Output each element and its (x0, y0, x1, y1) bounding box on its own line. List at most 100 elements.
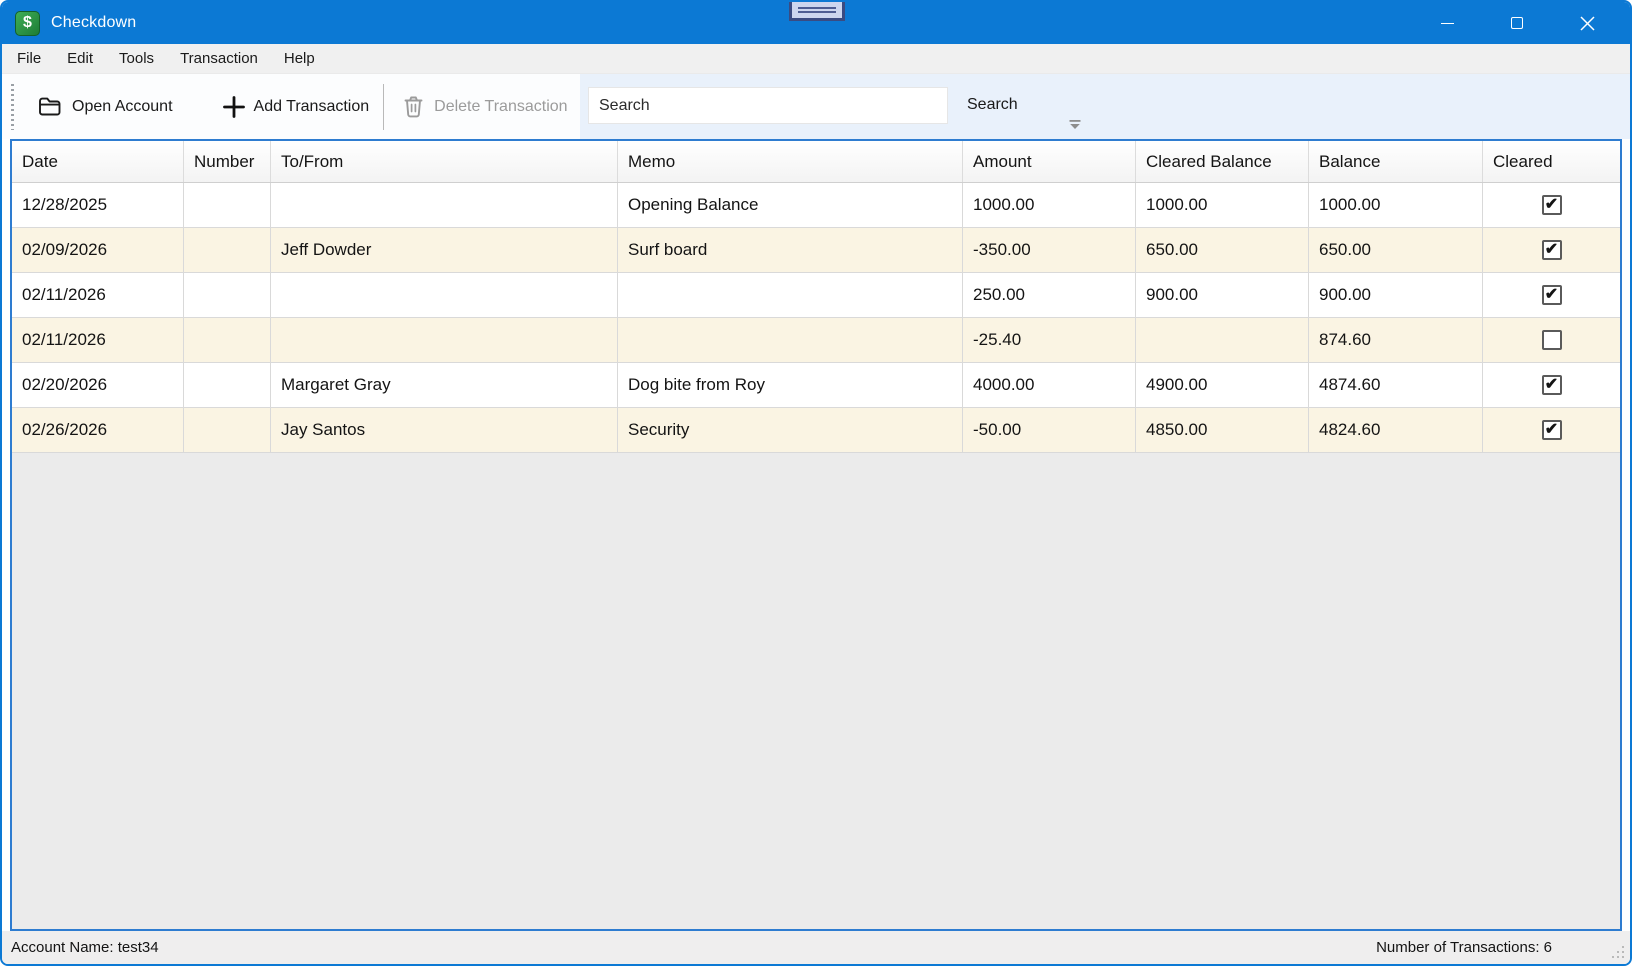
close-button[interactable] (1552, 2, 1622, 44)
menu-item-file[interactable]: File (17, 49, 42, 67)
menu-item-help[interactable]: Help (283, 49, 315, 67)
delete-transaction-button[interactable]: Delete Transaction (390, 83, 579, 131)
transaction-row[interactable]: 02/26/2026 Jay Santos Security -50.00 4850.0… (12, 408, 1620, 453)
cleared-checkbox-checked[interactable]: ✔ (1541, 375, 1562, 395)
cleared-checkbox-checked[interactable]: ✔ (1541, 420, 1562, 440)
cell-amount[interactable]: -350.00 (963, 228, 1136, 273)
toolstrip: Open Account Add Transaction Delete Tran… (2, 74, 580, 139)
transactions-grid: Date Number To/From Memo Amount Cleared Balan… (10, 139, 1622, 931)
open-account-button[interactable]: Open Account (26, 83, 185, 131)
grid-header-row: Date Number To/From Memo Amount Cleared Balan… (12, 141, 1620, 183)
cell-cleared-balance[interactable]: 4900.00 (1136, 363, 1309, 408)
column-header-to-from[interactable]: To/From (271, 141, 618, 182)
cell-number[interactable] (184, 408, 271, 453)
open-folder-icon (39, 97, 61, 116)
toolbar-separator (383, 83, 385, 130)
column-header-number[interactable]: Number (184, 141, 271, 182)
transaction-row[interactable]: 02/11/2026 250.00 900.00 900.00 ✔ (12, 273, 1620, 318)
chevron-down-icon (1069, 120, 1081, 129)
cell-cleared: ✔ (1483, 273, 1620, 318)
column-header-cleared[interactable]: Cleared (1493, 151, 1553, 171)
cell-date[interactable]: 12/28/2025 (12, 183, 184, 228)
cell-balance[interactable]: 650.00 (1309, 228, 1483, 273)
cell-to-from[interactable]: Jay Santos (271, 408, 618, 453)
menu-item-tools[interactable]: Tools (119, 49, 155, 67)
account-name-status: Account Name: test34 (11, 939, 159, 956)
cell-cleared-balance[interactable] (1136, 318, 1309, 363)
cell-amount[interactable]: -25.40 (963, 318, 1136, 363)
cell-memo[interactable]: Opening Balance (618, 183, 963, 228)
maximize-icon (1511, 17, 1523, 29)
close-icon (1579, 15, 1595, 31)
column-header-date[interactable]: Date (12, 141, 184, 182)
column-header-memo[interactable]: Memo (618, 141, 963, 182)
window-controls (1412, 2, 1622, 44)
window-title: Checkdown (51, 14, 137, 31)
cell-cleared: ✔ (1483, 228, 1620, 273)
search-button[interactable]: Search (967, 96, 1018, 113)
cell-cleared-balance[interactable]: 650.00 (1136, 228, 1309, 273)
column-header-cleared-balance[interactable]: Cleared Balance (1136, 141, 1309, 182)
cell-amount[interactable]: 250.00 (963, 273, 1136, 318)
search-input[interactable] (588, 87, 948, 124)
toolbar: Open Account Add Transaction Delete Tran… (2, 74, 1630, 139)
add-transaction-button[interactable]: Add Transaction (211, 83, 382, 131)
resize-grip[interactable] (1612, 946, 1626, 960)
maximize-button[interactable] (1482, 2, 1552, 44)
cell-number[interactable] (184, 273, 271, 318)
snap-layout-indicator (789, 2, 845, 21)
cleared-checkbox-checked[interactable]: ✔ (1541, 240, 1562, 260)
cell-date[interactable]: 02/20/2026 (12, 363, 184, 408)
transaction-row[interactable]: 02/09/2026 Jeff Dowder Surf board -350.00 65… (12, 228, 1620, 273)
cell-balance[interactable]: 874.60 (1309, 318, 1483, 363)
menu-item-edit[interactable]: Edit (67, 49, 94, 67)
cell-number[interactable] (184, 318, 271, 363)
title-bar[interactable]: $ Checkdown (2, 2, 1630, 44)
cell-to-from[interactable] (271, 273, 618, 318)
cell-number[interactable] (184, 183, 271, 228)
transaction-count-status: Number of Transactions: 6 (1376, 939, 1552, 956)
cell-date[interactable]: 02/26/2026 (12, 408, 184, 453)
minimize-button[interactable] (1412, 2, 1482, 44)
trash-icon (404, 96, 423, 117)
cell-amount[interactable]: -50.00 (963, 408, 1136, 453)
cell-balance[interactable]: 900.00 (1309, 273, 1483, 318)
menu-bar: File Edit Tools Transaction Help (2, 44, 1630, 74)
column-header-amount[interactable]: Amount (963, 141, 1136, 182)
cell-date[interactable]: 02/11/2026 (12, 318, 184, 363)
cell-memo[interactable] (618, 318, 963, 363)
app-dollar-icon: $ (15, 10, 40, 36)
cell-memo[interactable]: Surf board (618, 228, 963, 273)
toolbar-grip-handle[interactable] (11, 83, 14, 130)
cell-memo[interactable] (618, 273, 963, 318)
cell-cleared-balance[interactable]: 4850.00 (1136, 408, 1309, 453)
cell-amount[interactable]: 1000.00 (963, 183, 1136, 228)
menu-item-transaction[interactable]: Transaction (180, 49, 258, 67)
cell-date[interactable]: 02/09/2026 (12, 228, 184, 273)
cell-to-from[interactable] (271, 318, 618, 363)
transaction-row[interactable]: 02/11/2026 -25.40 874.60 (12, 318, 1620, 363)
cell-to-from[interactable] (271, 183, 618, 228)
cell-number[interactable] (184, 228, 271, 273)
transaction-row[interactable]: 12/28/2025 Opening Balance 1000.00 1000.00 1… (12, 183, 1620, 228)
cleared-checkbox-checked[interactable]: ✔ (1541, 285, 1562, 305)
cell-cleared-balance[interactable]: 900.00 (1136, 273, 1309, 318)
cell-memo[interactable]: Dog bite from Roy (618, 363, 963, 408)
cell-number[interactable] (184, 363, 271, 408)
cell-memo[interactable]: Security (618, 408, 963, 453)
cleared-checkbox-unchecked[interactable] (1541, 330, 1562, 350)
cell-balance[interactable]: 4824.60 (1309, 408, 1483, 453)
cell-to-from[interactable]: Margaret Gray (271, 363, 618, 408)
transaction-row[interactable]: 02/20/2026 Margaret Gray Dog bite from Roy… (12, 363, 1620, 408)
cell-to-from[interactable]: Jeff Dowder (271, 228, 618, 273)
cell-date[interactable]: 02/11/2026 (12, 273, 184, 318)
cleared-checkbox-checked[interactable]: ✔ (1541, 195, 1562, 215)
cell-balance[interactable]: 1000.00 (1309, 183, 1483, 228)
cell-balance[interactable]: 4874.60 (1309, 363, 1483, 408)
cell-amount[interactable]: 4000.00 (963, 363, 1136, 408)
cell-cleared-balance[interactable]: 1000.00 (1136, 183, 1309, 228)
column-header-balance[interactable]: Balance (1309, 141, 1483, 182)
delete-transaction-label: Delete Transaction (434, 97, 568, 115)
toolbar-overflow-button[interactable] (1068, 118, 1084, 132)
